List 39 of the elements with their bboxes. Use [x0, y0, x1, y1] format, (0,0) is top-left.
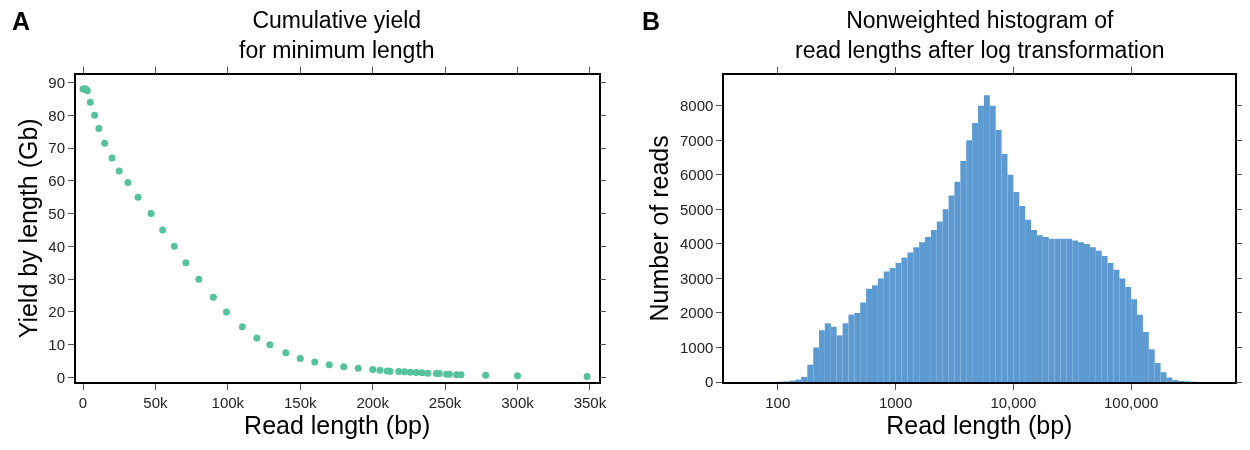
- x-tick-label: 100k: [211, 393, 245, 411]
- x-tick-label: 250k: [428, 393, 462, 411]
- y-tick-label: 90: [48, 73, 66, 91]
- x-tick-label: 100,000: [1104, 393, 1159, 411]
- y-tick-label: 7000: [679, 131, 714, 149]
- chart-title: Cumulative yield for minimum length: [239, 7, 435, 63]
- x-tick-label: 100: [765, 393, 791, 411]
- y-tick-label: 5000: [679, 200, 714, 218]
- text: B: [642, 7, 661, 35]
- y-tick-label: 80: [48, 106, 66, 124]
- x-tick-label: 50k: [143, 393, 169, 411]
- y-axis-title: Yield by length (Gb): [13, 118, 42, 339]
- x-tick-label: 0: [78, 393, 88, 411]
- text: A: [12, 7, 31, 35]
- x-tick-label: 1000: [878, 393, 913, 411]
- x-axis-title: Read length (bp): [244, 410, 431, 439]
- y-tick-label: 2000: [679, 304, 714, 322]
- y-tick-label: 6000: [679, 166, 714, 184]
- y-tick-label: 1000: [679, 338, 714, 356]
- y-axis-title: Number of reads: [645, 135, 674, 322]
- y-tick-label: 0: [56, 368, 66, 386]
- y-tick-label: 8000: [679, 96, 714, 114]
- y-tick-label: 10: [48, 335, 66, 353]
- chart-title: Nonweighted histogram of read lengths after log transformation: [795, 7, 1165, 63]
- y-tick-label: 20: [48, 303, 66, 321]
- x-tick-label: 300k: [501, 393, 535, 411]
- x-tick-label: 150k: [284, 393, 318, 411]
- y-tick-label: 4000: [679, 235, 714, 253]
- x-tick-label: 10,000: [990, 393, 1037, 411]
- x-tick-label: 350k: [573, 393, 607, 411]
- x-tick-label: 200k: [356, 393, 390, 411]
- y-tick-label: 70: [48, 139, 66, 157]
- y-tick-label: 30: [48, 270, 66, 288]
- y-tick-label: 3000: [679, 269, 714, 287]
- y-tick-label: 40: [48, 237, 66, 255]
- y-tick-label: 60: [48, 172, 66, 190]
- x-axis-title: Read length (bp): [886, 410, 1073, 439]
- y-tick-label: 0: [704, 373, 714, 391]
- y-tick-label: 50: [48, 204, 66, 222]
